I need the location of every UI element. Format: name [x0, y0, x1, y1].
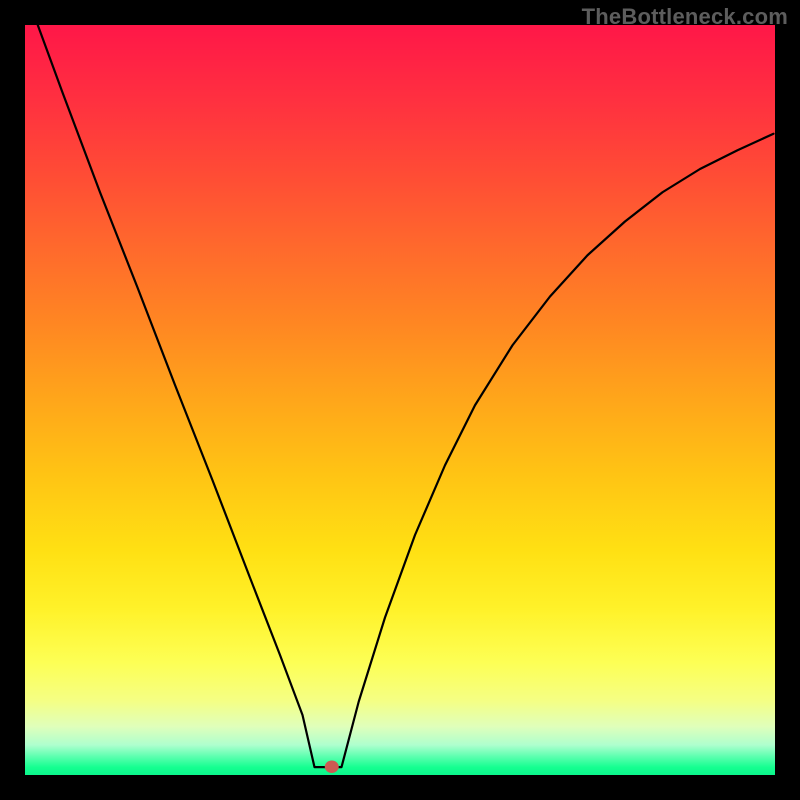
- optimal-point-marker: [325, 761, 339, 773]
- chart-svg: [0, 0, 800, 800]
- bottleneck-chart: TheBottleneck.com: [0, 0, 800, 800]
- chart-gradient-background: [25, 25, 775, 775]
- watermark-text: TheBottleneck.com: [582, 4, 788, 30]
